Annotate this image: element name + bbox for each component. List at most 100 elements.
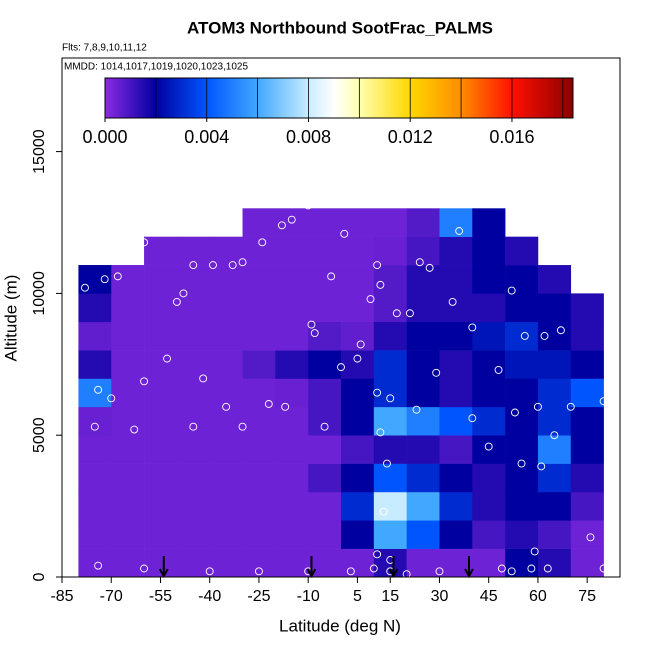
- colorbar-swatch: [353, 78, 356, 118]
- colorbar-swatch: [289, 78, 292, 118]
- heat-cell: [406, 293, 440, 323]
- colorbar-swatch: [349, 78, 352, 118]
- heat-cell: [373, 378, 407, 408]
- heat-cell: [176, 350, 211, 379]
- colorbar-swatch: [491, 78, 494, 118]
- heat-cell: [78, 293, 112, 323]
- heat-cell: [78, 491, 112, 521]
- colorbar-swatch: [571, 78, 574, 118]
- colorbar-swatch: [157, 78, 160, 118]
- sample-point: [209, 261, 217, 269]
- colorbar-swatch: [341, 78, 344, 118]
- sample-point: [435, 567, 444, 576]
- colorbar-swatch: [203, 78, 206, 118]
- x-tick-label: -25: [247, 588, 270, 605]
- colorbar-swatch: [231, 78, 234, 118]
- heat-cell: [373, 236, 407, 266]
- heat-cell: [505, 265, 539, 294]
- colorbar-swatch: [513, 78, 516, 118]
- colorbar-swatch: [467, 78, 470, 118]
- heat-cell: [373, 208, 407, 237]
- sample-point: [140, 377, 149, 386]
- heat-cell: [537, 293, 572, 323]
- colorbar-swatch: [131, 78, 134, 118]
- subtitle: Flts: 7,8,9,10,11,12: [62, 43, 147, 54]
- heat-cell: [472, 236, 506, 266]
- colorbar-swatch: [193, 78, 196, 118]
- x-tick-label: -70: [100, 588, 123, 605]
- heat-cell: [275, 491, 309, 521]
- colorbar-swatch: [221, 78, 224, 118]
- colorbar-swatch: [169, 78, 172, 118]
- colorbar-swatch: [283, 78, 286, 118]
- colorbar-swatch: [435, 78, 438, 118]
- colorbar-swatch: [279, 78, 282, 118]
- sample-point: [277, 221, 286, 230]
- colorbar-swatch: [557, 78, 560, 118]
- colorbar-swatch: [109, 78, 112, 118]
- colorbar-swatch: [257, 78, 260, 118]
- heat-cell: [308, 491, 342, 521]
- colorbar-swatch: [367, 78, 370, 118]
- heat-cell: [439, 236, 473, 266]
- colorbar-swatch: [563, 78, 566, 118]
- heat-cell: [176, 236, 211, 266]
- heat-cell: [308, 350, 342, 379]
- heat-cell: [111, 321, 145, 351]
- sample-point: [304, 201, 313, 210]
- colorbar-swatch: [313, 78, 316, 118]
- colorbar-swatch: [421, 78, 424, 118]
- overlay: MMDD: 1014,1017,1019,1020,1023,1025 -85 -7…: [31, 57, 621, 605]
- sample-point: [346, 567, 355, 576]
- colorbar-swatch: [477, 78, 480, 118]
- colorbar-swatch: [439, 78, 442, 118]
- heat-cell: [537, 548, 572, 578]
- heat-cell: [176, 491, 211, 521]
- sample-point: [497, 564, 506, 573]
- heat-cell: [78, 321, 112, 351]
- heat-cell: [275, 406, 309, 436]
- colorbar-swatch: [427, 78, 430, 118]
- colorbar-swatch: [501, 78, 504, 118]
- sample-point: [94, 385, 103, 394]
- colorbar-swatch: [463, 78, 466, 118]
- heat-cell: [275, 208, 309, 237]
- heat-cell: [242, 208, 276, 237]
- colorbar-swatch: [217, 78, 220, 118]
- colorbar-swatch: [237, 78, 240, 118]
- colorbar-swatch: [303, 78, 306, 118]
- colorbar-swatch: [537, 78, 540, 118]
- heat-cell: [439, 293, 473, 323]
- sample-point: [172, 297, 181, 306]
- heat-cell: [242, 491, 276, 521]
- heat-cell: [111, 435, 145, 464]
- heat-cell: [341, 548, 375, 578]
- heat-cell: [373, 265, 407, 294]
- heat-cell: [176, 520, 211, 549]
- heat-cell: [209, 520, 243, 549]
- colorbar-swatch: [565, 78, 568, 118]
- heat-cell: [439, 491, 473, 521]
- plot-frame: [61, 57, 621, 578]
- colorbar-swatch: [211, 78, 214, 118]
- heat-cell: [505, 350, 539, 379]
- sample-point: [556, 326, 565, 335]
- heat-cell: [308, 236, 342, 266]
- colorbar-swatch: [405, 78, 408, 118]
- colorbar-swatch: [509, 78, 512, 118]
- heat-cell: [78, 378, 112, 408]
- colorbar-swatch: [133, 78, 136, 118]
- colorbar-swatch: [201, 78, 204, 118]
- heat-cell: [472, 350, 506, 379]
- colorbar-swatch: [119, 78, 122, 118]
- sample-point: [310, 329, 319, 338]
- y-tick-label: 10000: [31, 271, 48, 316]
- colorbar-swatch: [503, 78, 506, 118]
- sample-point: [373, 550, 382, 559]
- colorbar-swatch: [499, 78, 502, 118]
- colorbar-swatch: [265, 78, 268, 118]
- heat-cell: [472, 463, 506, 493]
- colorbar-swatch: [327, 78, 330, 118]
- colorbar-swatch: [301, 78, 304, 118]
- colorbar-swatch: [449, 78, 452, 118]
